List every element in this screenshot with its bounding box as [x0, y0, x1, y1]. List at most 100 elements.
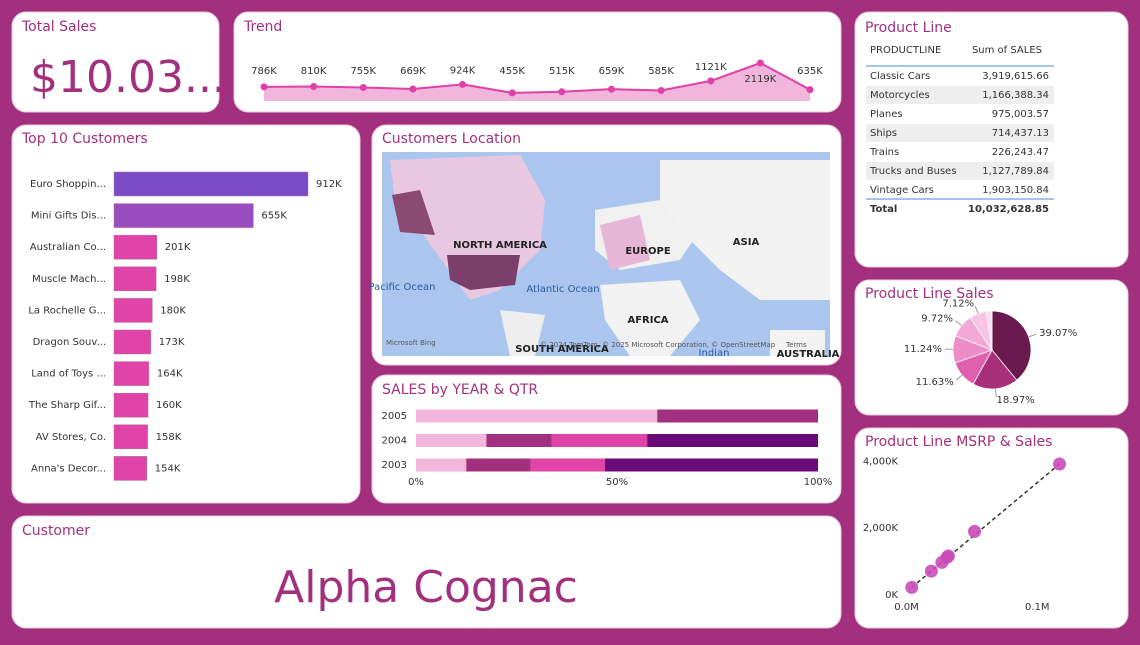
trend-point — [707, 77, 715, 85]
card-title: Total Sales — [21, 19, 96, 35]
trend-point — [607, 85, 615, 93]
data-label: 455K — [499, 66, 525, 77]
data-label: 786K — [251, 66, 277, 77]
point — [905, 580, 919, 594]
category-label: Land of Toys ... — [31, 369, 106, 380]
card-value: $10.03... — [30, 52, 226, 103]
data-label: 7.12% — [942, 298, 974, 309]
y-tick-label: 0K — [885, 590, 898, 601]
map-title: Customers Location — [382, 131, 521, 147]
data-label: 655K — [261, 211, 287, 222]
category-label: 2005 — [382, 411, 407, 422]
bar — [113, 203, 254, 228]
trend-area — [264, 63, 810, 101]
table-cell: 1,127,789.84 — [982, 166, 1049, 177]
data-label: 198K — [164, 274, 190, 285]
land — [660, 160, 830, 300]
data-label: 180K — [160, 305, 186, 316]
category-label: 2003 — [382, 460, 407, 471]
table-row-bg — [866, 86, 1054, 104]
bar — [113, 298, 153, 323]
trend-point — [806, 86, 814, 94]
data-label: 160K — [156, 400, 182, 411]
data-label: 1121K — [695, 62, 727, 73]
point — [941, 549, 955, 563]
data-label: 164K — [157, 369, 183, 380]
table-cell: 1,166,388.34 — [982, 90, 1049, 101]
category-label: Euro Shoppin... — [30, 179, 106, 190]
table-cell: Trains — [869, 147, 899, 158]
data-label: 515K — [549, 66, 575, 77]
point — [968, 524, 982, 538]
table-cell: Planes — [870, 109, 903, 120]
data-label: 9.72% — [921, 314, 953, 325]
x-tick-label: 0% — [408, 477, 424, 488]
category-label: AV Stores, Co. — [36, 432, 106, 443]
data-label: 755K — [350, 66, 376, 77]
category-label: Anna's Decor... — [31, 463, 106, 474]
trend-point — [409, 85, 417, 93]
leader-line — [955, 320, 962, 326]
data-label: 912K — [316, 179, 342, 190]
data-label: 659K — [599, 66, 625, 77]
map — [382, 152, 830, 356]
y-tick-label: 2,000K — [863, 523, 899, 534]
bar-segment — [604, 458, 818, 472]
bar-segment — [416, 409, 658, 423]
bar — [113, 329, 152, 355]
table-cell: Motorcycles — [870, 90, 930, 101]
bar — [113, 392, 149, 418]
land — [600, 215, 650, 270]
leader-line — [995, 388, 997, 397]
category-label: La Rochelle G... — [28, 305, 106, 316]
bar — [113, 456, 148, 481]
bar — [113, 424, 148, 450]
bar-segment — [486, 434, 552, 447]
bar-segment — [657, 409, 818, 423]
point — [924, 564, 938, 578]
land — [447, 255, 520, 290]
panel — [11, 11, 220, 113]
y-tick-label: 4,000K — [863, 456, 899, 467]
data-label: 669K — [400, 66, 426, 77]
pie-slice — [986, 310, 993, 351]
bar-segment — [551, 434, 648, 447]
x-tick-label: 100% — [804, 477, 833, 488]
land — [600, 280, 700, 356]
chart-title: Product Line MSRP & Sales — [865, 434, 1052, 450]
category-label: The Sharp Gif... — [28, 400, 106, 411]
trend-point — [260, 83, 268, 91]
trend-point — [756, 59, 764, 67]
category-label: 2004 — [382, 436, 407, 447]
map-label: AUSTRALIA — [777, 349, 840, 360]
leader-line — [1028, 333, 1037, 338]
table-cell: 714,437.13 — [992, 128, 1049, 139]
panel — [11, 124, 361, 504]
table-row-bg — [866, 124, 1054, 142]
bar-segment — [466, 458, 531, 472]
bar — [113, 171, 309, 197]
bar — [113, 361, 150, 386]
land — [392, 190, 435, 235]
table-cell: 1,903,150.84 — [982, 185, 1049, 196]
table-total: Total — [870, 204, 897, 215]
data-label: 201K — [165, 242, 191, 253]
chart-title: Trend — [243, 19, 282, 35]
map-label: Atlantic Ocean — [526, 284, 599, 295]
map-label: ASIA — [733, 237, 760, 248]
data-label: 154K — [155, 463, 181, 474]
table-row-bg — [866, 162, 1054, 180]
card-value: Alpha Cognac — [274, 562, 578, 613]
trend-point — [657, 87, 665, 95]
data-label: 18.97% — [997, 395, 1035, 406]
chart-title: SALES by YEAR & QTR — [382, 382, 538, 398]
trend-point — [459, 80, 467, 88]
table-title: Product Line — [865, 20, 952, 36]
trend-point — [359, 83, 367, 91]
x-tick-label: 0.0M — [894, 602, 919, 613]
land — [500, 310, 545, 356]
land — [770, 330, 825, 356]
data-label: 173K — [159, 337, 185, 348]
table-cell: 975,003.57 — [992, 109, 1049, 120]
